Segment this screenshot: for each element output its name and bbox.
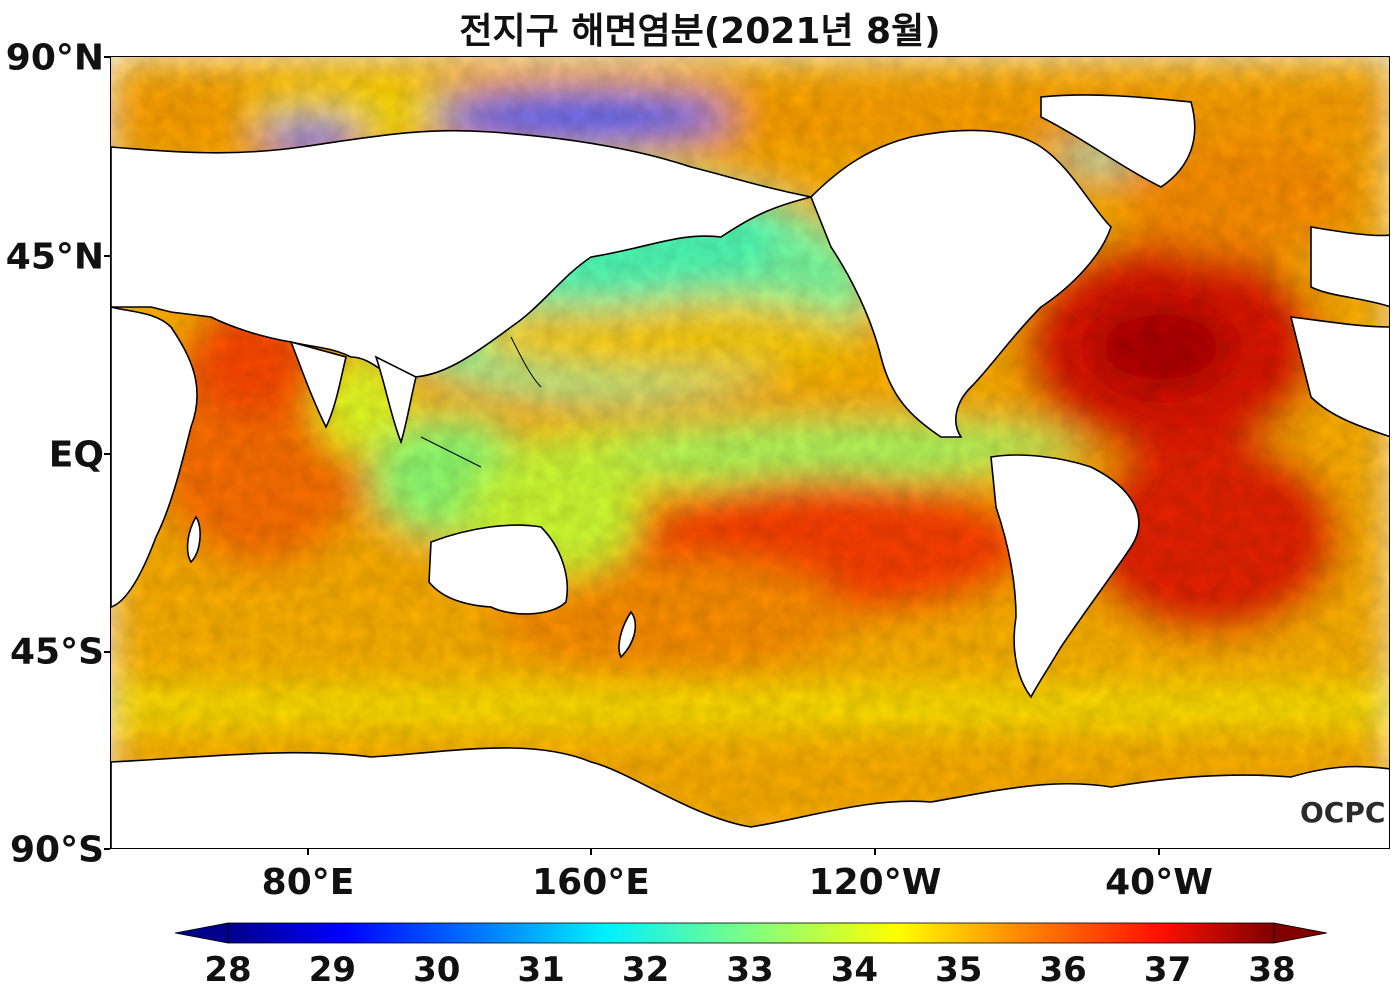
lon-tick bbox=[1158, 849, 1160, 855]
lat-tick bbox=[104, 255, 110, 257]
salinity-map bbox=[110, 56, 1390, 849]
lon-tick bbox=[590, 849, 592, 855]
colorbar-tick-label: 28 bbox=[204, 950, 252, 990]
colorbar-extend-low bbox=[174, 922, 229, 944]
colorbar-extend-high bbox=[1273, 922, 1328, 944]
colorbar-tick-label: 33 bbox=[726, 950, 774, 990]
lat-label-90s: 90°S bbox=[9, 829, 104, 871]
lon-label-40w: 40°W bbox=[1105, 862, 1213, 903]
salinity-field bbox=[111, 57, 1389, 848]
colorbar-tick-label: 30 bbox=[413, 950, 461, 990]
lat-label-90n: 90°N bbox=[5, 37, 104, 79]
lat-label-eq: EQ bbox=[48, 434, 104, 476]
lat-tick bbox=[104, 651, 110, 653]
colorbar-tick-label: 32 bbox=[621, 950, 670, 990]
colorbar-tick-label: 37 bbox=[1143, 950, 1192, 990]
lon-tick bbox=[307, 849, 309, 855]
colorbar-tick-label: 35 bbox=[935, 950, 983, 990]
land-mask bbox=[111, 94, 1389, 848]
colorbar-tick-label: 31 bbox=[517, 950, 565, 990]
lon-tick bbox=[874, 849, 876, 855]
lat-label-45s: 45°S bbox=[9, 631, 104, 673]
colorbar-tick-label: 29 bbox=[308, 950, 357, 990]
lon-label-160e: 160°E bbox=[532, 862, 650, 903]
lat-label-45n: 45°N bbox=[5, 236, 104, 278]
lat-tick bbox=[104, 56, 110, 58]
map-title: 전지구 해면염분(2021년 8월) bbox=[459, 11, 941, 52]
lon-label-80e: 80°E bbox=[261, 862, 355, 903]
lat-tick bbox=[104, 453, 110, 455]
colorbar-gradient bbox=[227, 922, 1275, 944]
ocpc-watermark: OCPC bbox=[1300, 796, 1386, 829]
lat-tick bbox=[104, 848, 110, 850]
colorbar-tick-label: 38 bbox=[1248, 950, 1296, 990]
colorbar bbox=[174, 922, 1328, 944]
colorbar-tick-label: 36 bbox=[1039, 950, 1087, 990]
colorbar-tick-label: 34 bbox=[830, 950, 879, 990]
lon-label-120w: 120°W bbox=[808, 862, 942, 903]
coastline-accent bbox=[420, 336, 542, 468]
